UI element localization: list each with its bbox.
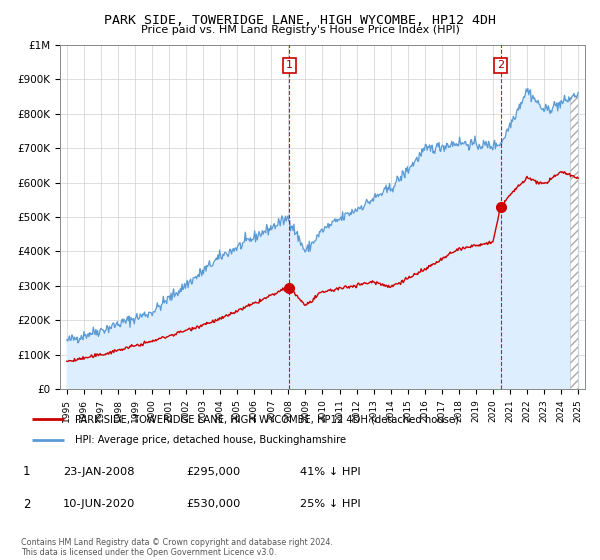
- Text: PARK SIDE, TOWERIDGE LANE, HIGH WYCOMBE, HP12 4DH: PARK SIDE, TOWERIDGE LANE, HIGH WYCOMBE,…: [104, 14, 496, 27]
- Text: Contains HM Land Registry data © Crown copyright and database right 2024.
This d: Contains HM Land Registry data © Crown c…: [21, 538, 333, 557]
- Text: 2: 2: [497, 60, 504, 71]
- Text: 23-JAN-2008: 23-JAN-2008: [63, 466, 134, 477]
- Text: 1: 1: [286, 60, 293, 71]
- Text: 25% ↓ HPI: 25% ↓ HPI: [300, 499, 361, 509]
- Text: HPI: Average price, detached house, Buckinghamshire: HPI: Average price, detached house, Buck…: [75, 435, 346, 445]
- Text: £295,000: £295,000: [186, 466, 240, 477]
- Text: 10-JUN-2020: 10-JUN-2020: [63, 499, 136, 509]
- Text: £530,000: £530,000: [186, 499, 241, 509]
- Text: 41% ↓ HPI: 41% ↓ HPI: [300, 466, 361, 477]
- Text: 1: 1: [23, 465, 31, 478]
- Text: Price paid vs. HM Land Registry's House Price Index (HPI): Price paid vs. HM Land Registry's House …: [140, 25, 460, 35]
- Text: 2: 2: [23, 497, 31, 511]
- Text: PARK SIDE, TOWERIDGE LANE, HIGH WYCOMBE, HP12 4DH (detached house): PARK SIDE, TOWERIDGE LANE, HIGH WYCOMBE,…: [75, 414, 459, 424]
